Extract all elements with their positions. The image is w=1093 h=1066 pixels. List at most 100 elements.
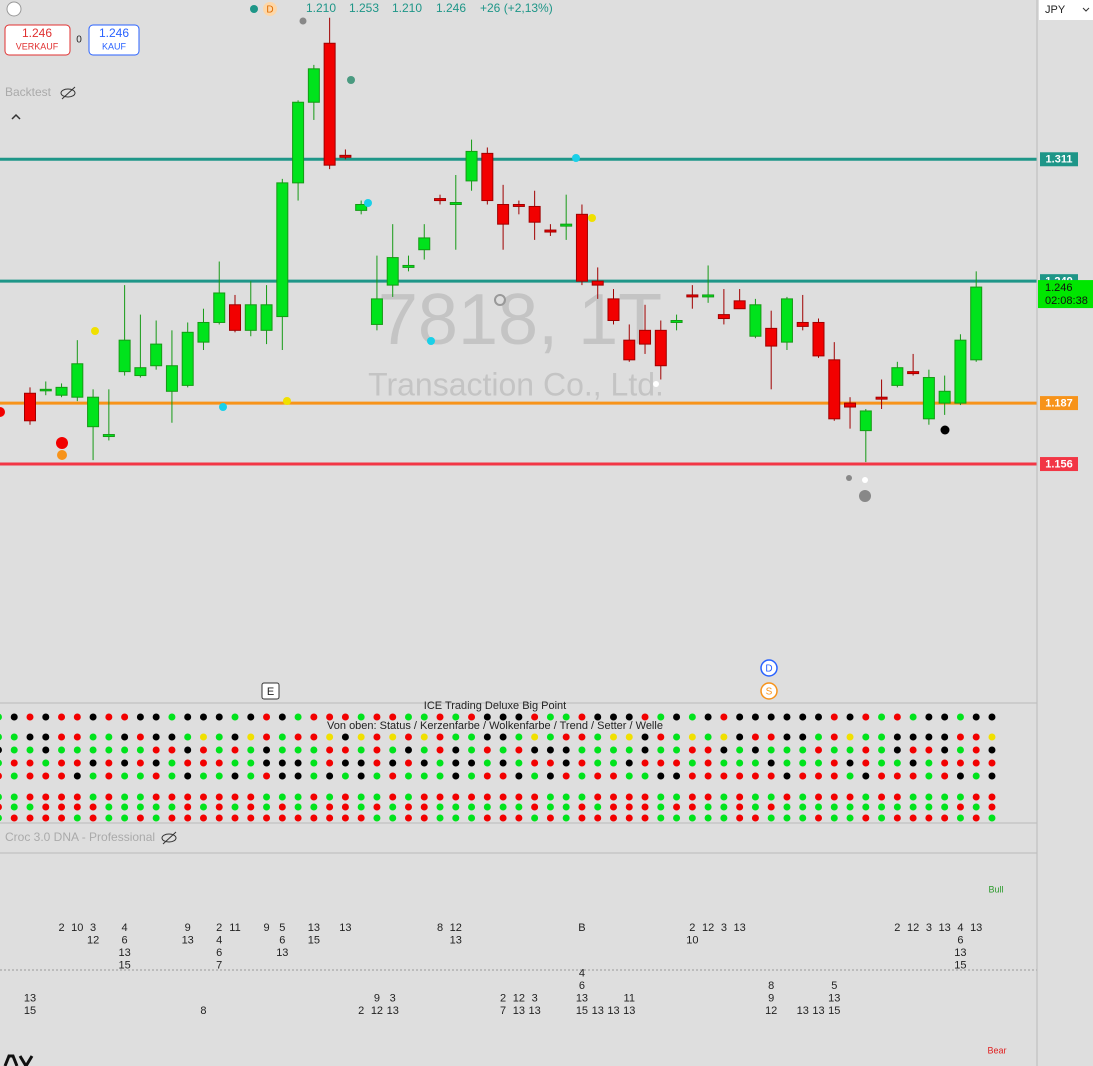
indicator-dot [42,772,50,780]
indicator-dot [878,793,886,801]
indicator-dot [830,759,838,767]
buy-button[interactable] [88,24,140,56]
indicator-dot [10,793,18,801]
bull-signal-label: 3 [90,922,96,934]
indicator-dot [641,803,649,811]
indicator-dot [483,803,491,811]
indicator-dot [26,793,34,801]
indicator-dot [531,772,539,780]
candle-body [702,294,715,298]
indicator-dot [893,759,901,767]
indicator-dot [357,759,365,767]
indicator-dot [673,793,681,801]
indicator-dot [846,713,854,721]
indicator-dot [73,733,81,741]
bull-signal-label: 7 [216,959,222,971]
indicator-dot [641,746,649,754]
indicator-dot [105,814,113,822]
indicator-dot [767,772,775,780]
candle-body [812,321,825,357]
indicator-dot [294,733,302,741]
candle-body [292,101,305,184]
indicator-dot [10,772,18,780]
candle-body [370,298,383,325]
indicator-dot [688,733,696,741]
indicator-dot [357,772,365,780]
indicator-dot [389,803,397,811]
indicator-dot [546,746,554,754]
indicator-dot [152,772,160,780]
indicator-dot [404,803,412,811]
indicator-dot [956,803,964,811]
indicator-dot [326,803,334,811]
indicator-dot [846,793,854,801]
indicator-dot [972,759,980,767]
indicator-dot [404,713,412,721]
candle-body [528,205,541,223]
indicator-dot [263,713,271,721]
indicator-dot [562,759,570,767]
candle-body [71,363,84,398]
indicator-dot [373,803,381,811]
indicator-dot [184,814,192,822]
indicator-dot [468,803,476,811]
indicator-dot [483,814,491,822]
indicator-dot [373,746,381,754]
indicator-dot [673,746,681,754]
dividend-marker[interactable] [760,659,778,677]
bear-signal-label: 8 [768,980,774,992]
indicator-dot [310,713,318,721]
indicator-dot [830,746,838,754]
indicator-dot [184,713,192,721]
currency-button[interactable] [1039,0,1093,20]
indicator-title: ICE Trading Deluxe Big Point [424,700,566,712]
indicator-dot [751,793,759,801]
indicator-dot [231,759,239,767]
candle-body [323,42,336,166]
indicator-dot [26,803,34,811]
indicator-dot [326,772,334,780]
price-level-tag [1040,396,1078,411]
bull-signal-label: 13 [276,947,288,959]
indicator-dot [105,759,113,767]
indicator-dot [247,772,255,780]
indicator-dot [878,746,886,754]
indicator-dot [830,733,838,741]
indicator-dot [736,746,744,754]
indicator-dot [404,793,412,801]
indicator-dot [736,793,744,801]
indicator-dot [152,814,160,822]
indicator-dot [578,759,586,767]
sell-button[interactable] [4,24,71,56]
indicator-dot [878,814,886,822]
bull-label: Bull [988,884,1003,894]
indicator-dot [909,803,917,811]
split-marker[interactable] [760,682,778,700]
indicator-dot [704,733,712,741]
indicator-dot [941,803,949,811]
indicator-dot [420,772,428,780]
candle-body [402,264,415,268]
indicator-dot [152,733,160,741]
indicator-dot [531,759,539,767]
hide-icon[interactable] [161,831,177,845]
indicator-dot [578,746,586,754]
bear-signal-label: 12 [371,1005,383,1017]
candle-body [229,304,242,331]
indicator-dot [420,803,428,811]
indicator-dot [988,759,996,767]
indicator-dot [499,803,507,811]
collapse-icon[interactable] [11,113,21,120]
indicator-dot [42,803,50,811]
indicator-dot [483,793,491,801]
countdown-label: 02:08:38 [1045,295,1088,307]
hide-icon[interactable] [60,86,76,100]
logo [6,1,22,17]
indicator-dot [609,759,617,767]
dividend-marker-label: D [765,664,772,675]
indicator-dot [799,713,807,721]
earnings-marker[interactable] [261,682,280,700]
indicator-dot [420,746,428,754]
indicator-dot [578,733,586,741]
earnings-marker-label: E [267,686,274,698]
